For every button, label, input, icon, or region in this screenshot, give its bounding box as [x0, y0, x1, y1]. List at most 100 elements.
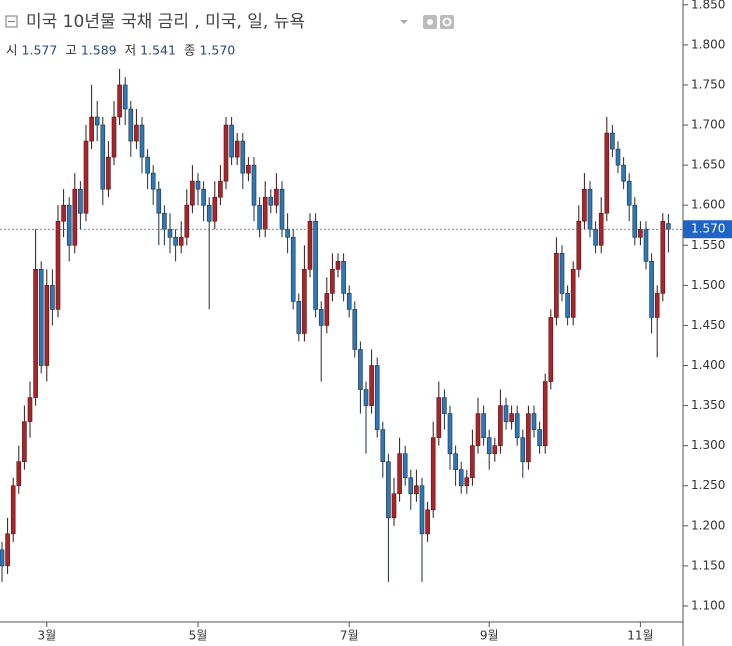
- y-tick-label: 1.650: [691, 158, 725, 172]
- candle-body: [542, 381, 548, 446]
- candle-body: [5, 533, 10, 567]
- candle-body: [643, 228, 649, 262]
- x-tick-label: 5월: [189, 629, 208, 643]
- candle-body: [660, 220, 666, 294]
- y-tick-label: 1.200: [691, 518, 725, 532]
- candle-body: [55, 220, 61, 310]
- candle-body: [470, 445, 475, 479]
- candle-body: [464, 477, 470, 487]
- candle-body: [66, 204, 72, 246]
- candle-body: [290, 236, 296, 302]
- candle-body: [453, 453, 458, 471]
- y-tick-label: 1.600: [691, 198, 725, 212]
- candle-body: [106, 156, 111, 190]
- candle-body: [122, 84, 128, 110]
- candle-body: [324, 293, 330, 326]
- y-tick-label: 1.850: [691, 0, 725, 11]
- candle-body: [257, 204, 262, 230]
- x-tick-label: 7월: [340, 629, 359, 643]
- y-tick-label: 1.750: [691, 77, 725, 91]
- collapse-icon[interactable]: [5, 15, 18, 28]
- chart-title: 미국 10년물 국채 금리 , 미국, 일, 뉴욕: [26, 12, 305, 32]
- legend-value: 1.541: [140, 43, 176, 58]
- candle-body: [178, 236, 184, 246]
- candle-body: [587, 188, 593, 230]
- candle-body: [117, 84, 122, 118]
- candle-body: [430, 437, 436, 511]
- candle-body: [352, 309, 358, 350]
- candle-body: [330, 269, 335, 294]
- candle-body: [520, 437, 526, 462]
- candle-body: [285, 228, 290, 238]
- candle-body: [190, 180, 195, 206]
- candle-body: [419, 485, 425, 535]
- candle-body: [514, 413, 520, 438]
- candle-body: [654, 293, 660, 318]
- y-tick-label: 1.250: [691, 478, 725, 492]
- candle-body: [593, 228, 598, 246]
- candle-body: [481, 413, 486, 438]
- candle-body: [346, 293, 352, 310]
- last-price-box: [683, 220, 732, 239]
- candle-body: [475, 413, 481, 446]
- candle-body: [358, 349, 363, 390]
- candle-body: [279, 188, 285, 230]
- candle-body: [72, 188, 78, 246]
- candle-body: [302, 269, 307, 334]
- candle-body: [296, 301, 302, 334]
- candle-body: [89, 116, 94, 142]
- dropdown-icon[interactable]: [400, 20, 408, 24]
- candle-body: [397, 453, 402, 495]
- candle-body: [234, 140, 240, 158]
- candle-body: [223, 124, 229, 182]
- candle-body: [212, 196, 218, 222]
- candle-body: [94, 116, 100, 126]
- settings-icon-dot: [427, 19, 433, 25]
- candle-body: [531, 413, 537, 430]
- candle-body: [442, 397, 447, 414]
- candle-body: [78, 188, 83, 214]
- y-tick-label: 1.700: [691, 118, 725, 132]
- header: 미국 10년물 국채 금리 , 미국, 일, 뉴욕: [5, 12, 454, 32]
- candle-body: [509, 413, 514, 422]
- candle-body: [626, 180, 632, 206]
- candle-body: [632, 204, 638, 238]
- y-tick-label: 1.350: [691, 398, 725, 412]
- legend-key: 고: [65, 43, 77, 58]
- candle-body: [44, 285, 50, 366]
- candle-body: [150, 172, 156, 190]
- candle-body: [100, 124, 106, 190]
- ohlc-legend: 시 1.577 고 1.589 저 1.541 종 1.570: [6, 43, 235, 58]
- candle-body: [666, 223, 671, 230]
- candle-body: [391, 493, 397, 519]
- candle-body: [33, 269, 38, 398]
- candle-body: [386, 461, 391, 519]
- candle-body: [402, 453, 408, 479]
- candle-body: [251, 164, 257, 206]
- candle-body: [548, 317, 554, 382]
- y-tick-label: 1.100: [691, 598, 725, 612]
- y-tick-label: 1.800: [691, 37, 725, 51]
- gear-icon[interactable]: [440, 15, 454, 29]
- candle-body: [240, 140, 246, 174]
- candle-body: [27, 397, 33, 422]
- candle-body: [638, 228, 643, 238]
- candle-body: [610, 132, 615, 150]
- candle-body: [369, 365, 374, 406]
- candle-body: [246, 164, 251, 174]
- legend-key: 저: [125, 43, 137, 58]
- candle-body: [139, 124, 145, 158]
- candle-body: [313, 220, 318, 310]
- candle-body: [604, 132, 610, 214]
- candle-body: [184, 204, 190, 238]
- candle-body: [615, 148, 621, 166]
- candle-body: [503, 405, 509, 422]
- candle-body: [380, 429, 386, 462]
- x-tick-label: 9월: [480, 629, 499, 643]
- candle-body: [436, 397, 442, 438]
- candle-body: [307, 220, 313, 270]
- last-price-label: 1.570: [691, 222, 725, 236]
- candle-body: [565, 293, 570, 318]
- candle-body: [128, 108, 134, 142]
